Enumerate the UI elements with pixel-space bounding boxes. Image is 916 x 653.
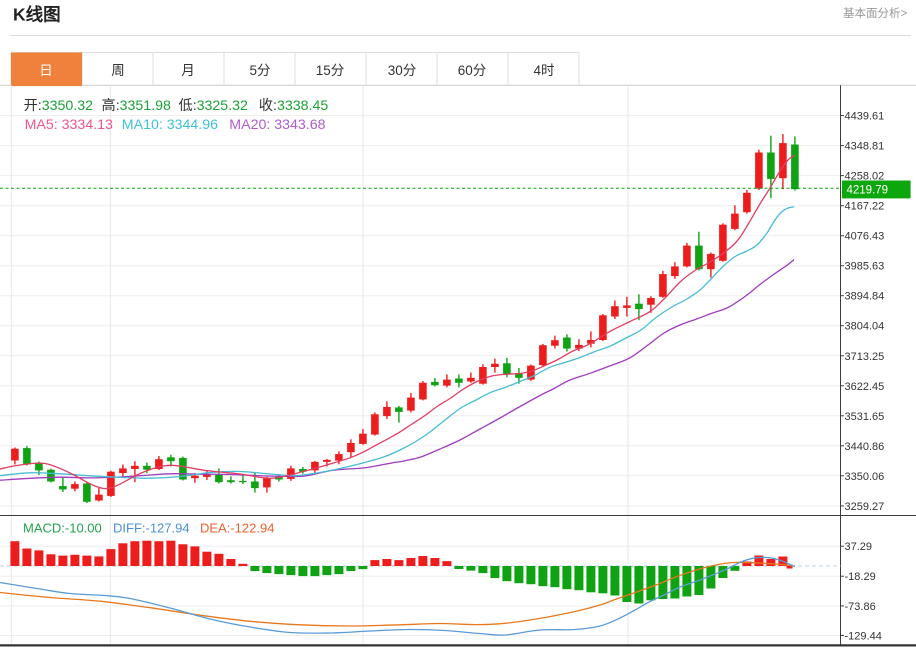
svg-text:-18.29: -18.29 bbox=[845, 571, 876, 583]
svg-text:4时: 4时 bbox=[533, 63, 554, 78]
svg-text:4348.81: 4348.81 bbox=[845, 141, 885, 153]
svg-text:3804.04: 3804.04 bbox=[845, 321, 885, 333]
svg-text:4258.02: 4258.02 bbox=[845, 171, 885, 183]
svg-text:30分: 30分 bbox=[388, 63, 417, 78]
svg-text:开:3350.32高:3351.98低:3325.32收:3: 开:3350.32 高:3351.98 低:3325.32 收:3338.45 bbox=[24, 97, 329, 114]
svg-text:4439.61: 4439.61 bbox=[845, 111, 885, 123]
svg-text:3531.65: 3531.65 bbox=[845, 411, 885, 423]
svg-text:3350.06: 3350.06 bbox=[845, 471, 885, 483]
svg-text:4167.22: 4167.22 bbox=[845, 201, 885, 213]
svg-text:5分: 5分 bbox=[249, 63, 270, 78]
svg-text:60分: 60分 bbox=[458, 63, 487, 78]
svg-text:3259.27: 3259.27 bbox=[845, 501, 885, 513]
svg-text:DIFF:-127.94: DIFF:-127.94 bbox=[113, 521, 190, 536]
svg-text:日: 日 bbox=[39, 63, 53, 78]
svg-text:-129.44: -129.44 bbox=[845, 631, 882, 643]
svg-text:3440.86: 3440.86 bbox=[845, 441, 885, 453]
svg-text:-73.86: -73.86 bbox=[845, 601, 876, 613]
svg-text:3985.63: 3985.63 bbox=[845, 261, 885, 273]
svg-text:3622.45: 3622.45 bbox=[845, 381, 885, 393]
svg-text:DEA:-122.94: DEA:-122.94 bbox=[200, 521, 274, 536]
svg-text:37.29: 37.29 bbox=[845, 541, 873, 553]
svg-text:K线图: K线图 bbox=[13, 5, 61, 25]
svg-text:MACD:-10.00: MACD:-10.00 bbox=[23, 521, 102, 536]
svg-text:15分: 15分 bbox=[316, 63, 345, 78]
svg-text:3894.84: 3894.84 bbox=[845, 291, 885, 303]
svg-text:月: 月 bbox=[181, 63, 195, 78]
svg-text:4219.79: 4219.79 bbox=[847, 185, 889, 197]
svg-text:基本面分析>: 基本面分析> bbox=[843, 6, 907, 20]
svg-text:3713.25: 3713.25 bbox=[845, 351, 885, 363]
svg-text:周: 周 bbox=[111, 63, 125, 78]
svg-text:4076.43: 4076.43 bbox=[845, 231, 885, 243]
